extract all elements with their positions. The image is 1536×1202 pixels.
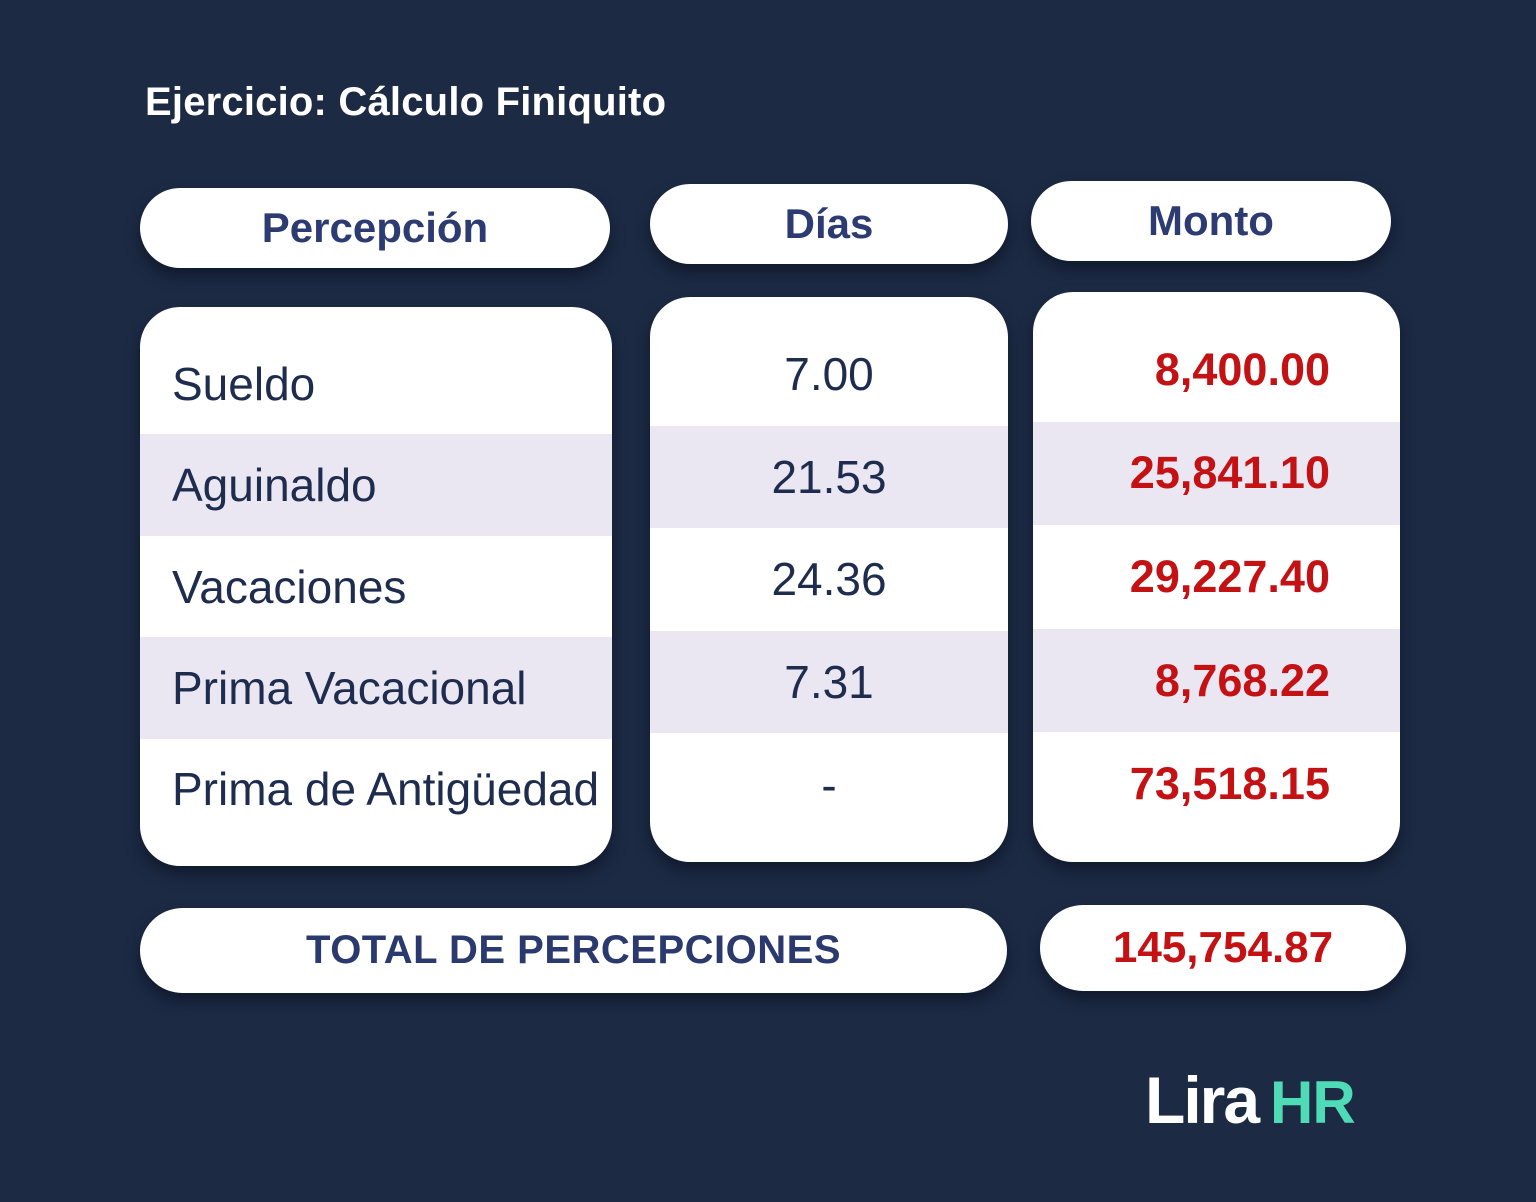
- page-title: Ejercicio: Cálculo Finiquito: [145, 80, 667, 124]
- dias-column-card: 7.00 21.53 24.36 7.31 -: [650, 297, 1008, 862]
- total-label-pill: TOTAL DE PERCEPCIONES: [140, 908, 1007, 993]
- table-row-aguinaldo-dias: 21.53: [650, 425, 1008, 529]
- logo-text-lira: Lira: [1145, 1063, 1260, 1137]
- total-amount-pill: 145,754.87: [1040, 905, 1406, 991]
- monto-column-card: 8,400.00 25,841.10 29,227.40 8,768.22 73…: [1033, 292, 1400, 862]
- percepcion-column-card: Sueldo Aguinaldo Vacaciones Prima Vacaci…: [140, 307, 612, 866]
- column-header-monto-label: Monto: [1148, 197, 1274, 244]
- table-row-aguinaldo-label: Aguinaldo: [140, 434, 612, 536]
- total-amount: 145,754.87: [1112, 923, 1334, 972]
- cell-monto-aguinaldo: 25,841.10: [1129, 447, 1330, 499]
- table-row-sueldo-dias: 7.00: [650, 323, 1008, 426]
- cell-dias-prima-antiguedad: -: [821, 758, 837, 811]
- table-row-prima-antiguedad-monto: 73,518.15: [1033, 732, 1400, 836]
- table-row-prima-vacacional-label: Prima Vacacional: [140, 637, 612, 739]
- table-row-vacaciones-monto: 29,227.40: [1033, 525, 1400, 629]
- column-header-dias: Días: [650, 184, 1008, 264]
- cell-monto-prima-vacacional: 8,768.22: [1154, 654, 1330, 706]
- table-row-aguinaldo-monto: 25,841.10: [1033, 421, 1400, 526]
- cell-monto-vacaciones: 29,227.40: [1129, 550, 1330, 602]
- table-row-prima-vacacional-monto: 8,768.22: [1033, 628, 1400, 733]
- cell-dias-vacaciones: 24.36: [771, 553, 887, 606]
- cell-percepcion-prima-vacacional: Prima Vacacional: [172, 661, 527, 714]
- cell-percepcion-sueldo: Sueldo: [172, 357, 316, 410]
- logo-text-hr: HR: [1270, 1069, 1356, 1136]
- column-header-percepcion: Percepción: [140, 188, 610, 268]
- column-header-percepcion-label: Percepción: [261, 204, 489, 251]
- cell-monto-prima-antiguedad: 73,518.15: [1129, 758, 1330, 810]
- table-row-prima-antiguedad-label: Prima de Antigüedad: [140, 739, 612, 840]
- total-label: TOTAL DE PERCEPCIONES: [305, 928, 842, 972]
- column-header-monto: Monto: [1031, 181, 1391, 261]
- cell-dias-aguinaldo: 21.53: [771, 450, 887, 503]
- table-row-vacaciones-dias: 24.36: [650, 528, 1008, 631]
- column-header-dias-label: Días: [784, 200, 874, 247]
- cell-percepcion-prima-antiguedad: Prima de Antigüedad: [172, 763, 600, 816]
- cell-percepcion-vacaciones: Vacaciones: [172, 560, 407, 613]
- lira-hr-logo: Lira HR: [1145, 1062, 1356, 1138]
- cell-monto-sueldo: 8,400.00: [1154, 343, 1330, 395]
- table-row-prima-vacacional-dias: 7.31: [650, 630, 1008, 734]
- table-row-vacaciones-label: Vacaciones: [140, 536, 612, 637]
- cell-dias-sueldo: 7.00: [784, 348, 874, 401]
- table-row-sueldo-monto: 8,400.00: [1033, 318, 1400, 422]
- table-row-sueldo-label: Sueldo: [140, 333, 612, 434]
- cell-dias-prima-vacacional: 7.31: [784, 656, 874, 709]
- cell-percepcion-aguinaldo: Aguinaldo: [172, 459, 377, 512]
- table-row-prima-antiguedad-dias: -: [650, 733, 1008, 836]
